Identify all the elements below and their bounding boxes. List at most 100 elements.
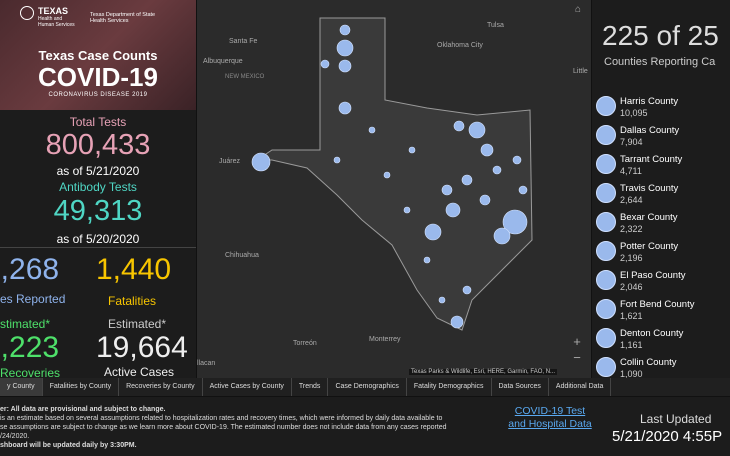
county-row[interactable]: Collin County 1,090 [592,353,730,378]
county-name: Denton County [620,328,684,339]
stats-panel: TEXAS Health and Human Services Texas De… [0,0,196,378]
tab[interactable]: Additional Data [549,378,612,396]
county-bubble [596,328,616,348]
county-bubble [596,154,616,174]
county-row[interactable]: El Paso County 2,046 [592,266,730,295]
county-bubble [596,183,616,203]
county-value: 1,621 [620,311,643,321]
county-row[interactable]: Fort Bend County 1,621 [592,295,730,324]
note-line: shboard will be updated daily by 3:30PM. [0,442,137,449]
county-name: Travis County [620,183,679,194]
stat-value: 49,313 [53,195,143,227]
zoom-in[interactable]: + [573,334,581,349]
stat-date: as of 5/21/2020 [56,164,140,178]
tab[interactable]: y County [0,378,43,396]
tab[interactable]: Trends [292,378,329,396]
stat-label: es Reported [0,292,66,306]
tab[interactable]: Fatalities by County [43,378,120,396]
note-line: se assumptions are subject to change as … [0,424,447,431]
agency-sub: Health and Human Services [38,16,75,28]
county-value: 1,161 [620,340,643,350]
county-name: El Paso County [620,270,686,281]
home-button[interactable]: ⌂ [574,4,582,15]
banner: TEXAS Health and Human Services Texas De… [0,0,196,110]
county-bubble [596,212,616,232]
county-name: Tarrant County [620,154,683,165]
map-label: Juárez [219,158,241,165]
county-name: Fort Bend County [620,299,695,310]
logo [20,6,34,20]
county-value: 2,644 [620,195,643,205]
map-label: Monterrey [369,336,401,343]
map-label: Oklahoma City [437,42,483,49]
stat-label: Antibody Tests [59,180,137,194]
stat-date: as of 5/20/2020 [56,232,140,246]
link[interactable]: COVID-19 Test and Hospital Data [508,405,592,430]
note-line: er: All data are provisional and subject… [0,406,166,413]
updated-value: 5/21/2020 4:55P [612,428,723,445]
county-name: Dallas County [620,125,680,136]
county-row[interactable]: Travis County 2,644 [592,179,730,208]
county-panel: 225 of 25 Counties Reporting Ca Harris C… [592,0,730,378]
county-count-label: Counties Reporting Ca [604,56,716,68]
agency: TEXAS [38,6,69,16]
county-name: Bexar County [620,212,678,223]
county-row[interactable]: Bexar County 2,322 [592,208,730,237]
banner-title: Texas Case Counts [38,48,158,63]
stat-value: 19,664 [96,331,188,364]
county-bubble [596,96,616,116]
agency: Texas Department of State Health Service… [90,12,156,24]
stat-value: 1,223 [0,331,60,364]
zoom-out[interactable]: − [573,350,581,365]
county-bubble [596,241,616,261]
attribution: Texas Parks & Wildlife, Esri, HERE, Garm… [409,369,558,375]
tab[interactable]: Data Sources [492,378,549,396]
banner-headline: COVID-19 [38,62,158,92]
county-row[interactable]: Dallas County 7,904 [592,121,730,150]
county-value: 2,046 [620,282,643,292]
stat-label: Total Tests [69,115,127,129]
texas-outline [255,17,533,331]
map-label: Tulsa [487,22,504,29]
map-canvas [251,17,533,331]
tab[interactable]: Active Cases by County [203,378,292,396]
tab-bar: y County Fatalities by County Recoveries b… [0,378,730,396]
county-value: 4,711 [620,166,642,176]
county-bubble [596,270,616,290]
county-value: 2,196 [620,253,643,263]
county-row[interactable]: Harris County 10,095 [592,92,730,121]
stat-note: stimated* [0,317,51,331]
note-line: is an estimate based on several assumpti… [0,415,443,422]
divider [0,247,196,248]
tab[interactable]: Fatality Demographics [407,378,492,396]
county-list: Harris County 10,095 Dallas County 7,904 Tar… [592,92,730,378]
map-label: Santa Fe [229,38,258,45]
county-value: 1,090 [620,369,643,378]
county-row[interactable]: Tarrant County 4,711 [592,150,730,179]
stat-value: 1,440 [96,253,172,286]
map-label: llacan [197,360,216,367]
county-name: Collin County [620,357,677,368]
tab[interactable]: Case Demographics [328,378,407,396]
county-value: 2,322 [620,224,643,234]
county-name: Harris County [620,96,679,107]
map-label: Chihuahua [225,252,259,259]
stat-value: 2,268 [0,253,60,286]
map-label: Torreón [293,340,317,347]
county-row[interactable]: Denton County 1,161 [592,324,730,353]
tab[interactable]: Recoveries by County [119,378,203,396]
stat-note: Estimated* [108,317,167,331]
county-value: 7,904 [620,137,643,147]
stat-label: Active Cases [104,365,175,378]
county-bubble [596,357,616,377]
county-bubble [596,299,616,319]
notes: er: All data are provisional and subject… [0,405,495,450]
updated-label: Last Updated [640,412,712,426]
footer: er: All data are provisional and subject… [0,397,730,456]
map[interactable]: Santa Fe Albuquerque NEW MEXICO Oklahoma… [197,0,591,378]
stat-value: 800,433 [45,129,151,161]
county-name: Potter County [620,241,679,252]
county-row[interactable]: Potter County 2,196 [592,237,730,266]
county-value: 10,095 [620,108,648,118]
